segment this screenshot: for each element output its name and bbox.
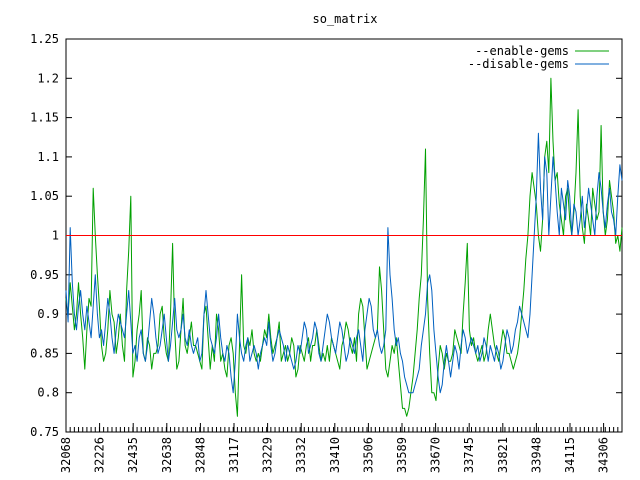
x-tick-label: 32638 bbox=[160, 437, 174, 473]
x-tick-label: 32435 bbox=[126, 437, 140, 473]
x-axis: 32068 32226 32435 32638 32848 33117 33229 33332… bbox=[59, 423, 623, 473]
series-line-disable-gems bbox=[65, 132, 623, 394]
x-tick-label: 33670 bbox=[429, 437, 443, 473]
legend-label: --disable-gems bbox=[468, 57, 569, 71]
y-tick-label: 1.05 bbox=[30, 189, 59, 203]
series-layer bbox=[65, 77, 623, 417]
y-tick-label: 0.95 bbox=[30, 268, 59, 282]
x-tick-label: 32226 bbox=[93, 437, 107, 473]
x-tick-label: 33117 bbox=[227, 437, 241, 473]
y-tick-label: 0.8 bbox=[37, 386, 59, 400]
legend: --enable-gems--disable-gems bbox=[468, 44, 609, 71]
y-axis: 0.75 0.8 0.85 0.9 0.95 1 1.05 1.1 1.15 1.2 1.25 bbox=[30, 32, 622, 439]
x-tick-label: 33410 bbox=[328, 437, 342, 473]
chart-title: so_matrix bbox=[312, 12, 377, 26]
x-tick-label: 33821 bbox=[496, 437, 510, 473]
y-tick-label: 1.2 bbox=[37, 71, 59, 85]
x-tick-label: 33948 bbox=[529, 437, 543, 473]
x-tick-label: 34115 bbox=[563, 437, 577, 473]
y-tick-label: 0.9 bbox=[37, 307, 59, 321]
x-tick-label: 33332 bbox=[294, 437, 308, 473]
x-tick-label: 33589 bbox=[395, 437, 409, 473]
y-tick-label: 1.1 bbox=[37, 150, 59, 164]
x-tick-label: 33745 bbox=[462, 437, 476, 473]
x-tick-label: 33229 bbox=[261, 437, 275, 473]
y-tick-label: 1.25 bbox=[30, 32, 59, 46]
x-tick-label: 32068 bbox=[59, 437, 73, 473]
x-tick-label: 34306 bbox=[597, 437, 611, 473]
legend-label: --enable-gems bbox=[475, 44, 569, 58]
y-tick-label: 1 bbox=[52, 229, 59, 243]
x-tick-label: 33506 bbox=[361, 437, 375, 473]
y-tick-label: 0.85 bbox=[30, 346, 59, 360]
y-tick-label: 1.15 bbox=[30, 111, 59, 125]
x-tick-label: 32848 bbox=[193, 437, 207, 473]
y-tick-label: 0.75 bbox=[30, 425, 59, 439]
series-line-enable-gems bbox=[65, 77, 623, 417]
